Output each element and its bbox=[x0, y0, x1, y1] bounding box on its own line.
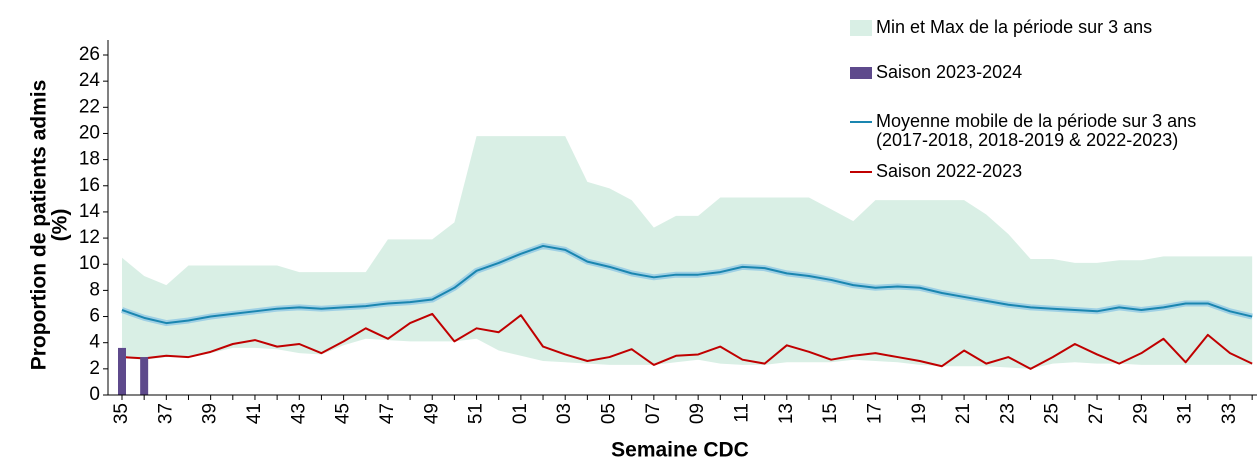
y-tick-label: 0 bbox=[89, 384, 100, 405]
legend-label: Saison 2023-2024 bbox=[876, 62, 1022, 82]
x-tick-label: 05 bbox=[599, 403, 620, 424]
min-max-band bbox=[122, 136, 1253, 369]
y-tick-label: 8 bbox=[89, 279, 100, 300]
x-tick-label: 35 bbox=[111, 403, 132, 424]
x-tick-label: 31 bbox=[1175, 403, 1196, 424]
x-tick-label: 13 bbox=[776, 403, 797, 424]
y-tick-label: 10 bbox=[79, 253, 100, 274]
y-tick-label: 24 bbox=[79, 70, 101, 91]
x-tick-label: 27 bbox=[1086, 403, 1107, 424]
y-axis-title: (%) bbox=[49, 209, 72, 242]
y-tick-label: 26 bbox=[79, 44, 100, 65]
y-tick-label: 20 bbox=[79, 122, 100, 143]
x-tick-label: 41 bbox=[244, 403, 265, 424]
x-tick-label: 17 bbox=[864, 403, 885, 424]
x-tick-label: 29 bbox=[1130, 403, 1151, 424]
y-tick-label: 6 bbox=[89, 306, 100, 327]
legend-swatch bbox=[850, 67, 872, 79]
x-tick-label: 43 bbox=[288, 403, 309, 424]
x-tick-label: 33 bbox=[1219, 403, 1240, 424]
bar bbox=[118, 347, 126, 395]
x-tick-label: 09 bbox=[687, 403, 708, 424]
y-tick-label: 4 bbox=[89, 332, 100, 353]
plot-area bbox=[118, 136, 1253, 395]
x-tick-label: 21 bbox=[953, 403, 974, 424]
legend-label: Min et Max de la période sur 3 ans bbox=[876, 17, 1152, 37]
x-tick-label: 49 bbox=[421, 403, 442, 424]
y-tick-label: 2 bbox=[89, 358, 100, 379]
legend-label: Moyenne mobile de la période sur 3 ans (2… bbox=[876, 111, 1196, 150]
y-tick-label: 12 bbox=[79, 227, 100, 248]
x-tick-label: 47 bbox=[377, 403, 398, 424]
x-tick-label: 23 bbox=[997, 403, 1018, 424]
x-tick-label: 45 bbox=[333, 403, 354, 424]
x-tick-label: 01 bbox=[510, 403, 531, 424]
x-tick-label: 37 bbox=[155, 403, 176, 424]
line bbox=[121, 312, 1253, 370]
x-axis-title: Semaine CDC bbox=[611, 439, 749, 462]
bar bbox=[140, 357, 149, 395]
x-tick-label: 19 bbox=[909, 403, 930, 424]
x-tick-label: 25 bbox=[1042, 403, 1063, 424]
x-tick-label: 03 bbox=[554, 403, 575, 424]
y-tick-label: 22 bbox=[79, 96, 100, 117]
x-tick-label: 07 bbox=[643, 403, 664, 424]
legend: Min et Max de la période sur 3 ans Saison… bbox=[850, 17, 1196, 181]
line bbox=[121, 244, 1253, 325]
legend-label: Saison 2022-2023 bbox=[876, 161, 1022, 181]
x-tick-label: 39 bbox=[200, 403, 221, 424]
y-axis-title: Proportion de patients admis bbox=[28, 80, 51, 371]
x-tick-label: 51 bbox=[466, 403, 487, 424]
legend-swatch bbox=[850, 20, 872, 36]
x-tick-label: 11 bbox=[731, 403, 752, 423]
y-tick-label: 16 bbox=[79, 175, 100, 196]
y-tick-label: 14 bbox=[79, 201, 101, 222]
y-tick-label: 18 bbox=[79, 149, 100, 170]
x-tick-label: 15 bbox=[820, 403, 841, 424]
